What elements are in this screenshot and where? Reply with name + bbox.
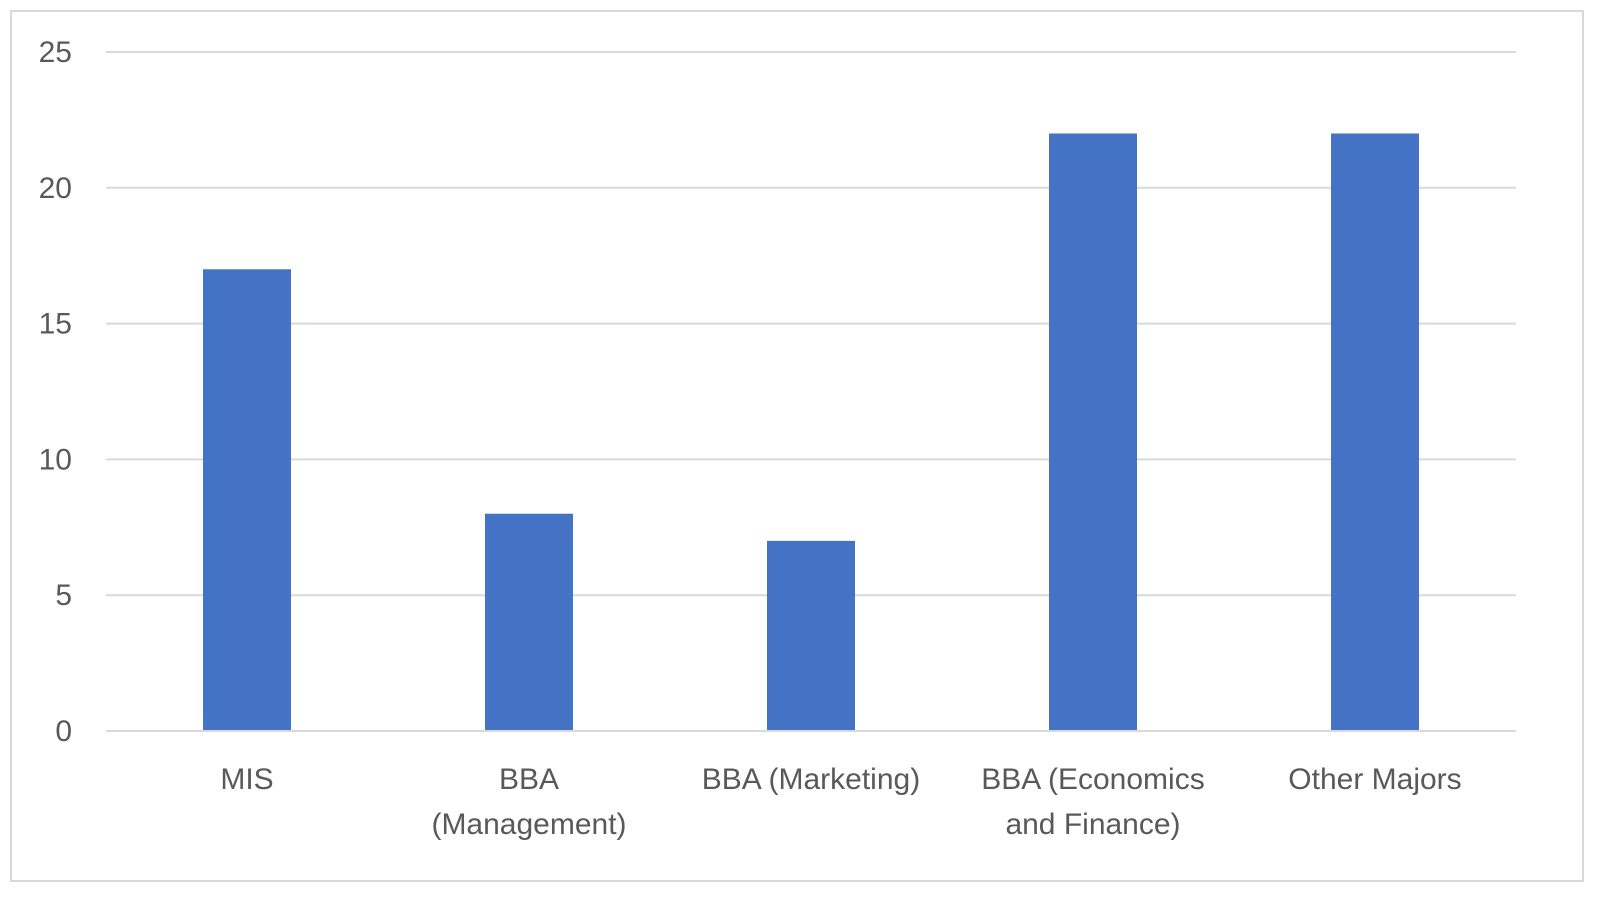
x-category-label: BBA (Management) [431,763,626,841]
y-tick-label: 25 [39,36,72,69]
y-tick-label: 0 [55,715,72,748]
bar [1049,133,1137,732]
x-category-label: MIS [220,763,273,796]
x-category-label-line: Other Majors [1288,763,1461,796]
x-category-label-line: BBA (Economics [981,763,1204,796]
x-category-label: BBA (Economics and Finance) [981,763,1204,841]
bar [485,513,573,731]
x-category-label-line: (Management) [431,808,626,841]
x-axis-category-labels: MIS BBA (Management) BBA (Marketing) BBA (Ec… [220,763,1461,841]
x-category-label: Other Majors [1288,763,1461,796]
y-tick-label: 15 [39,308,72,341]
bar [767,540,855,731]
bar [203,269,291,731]
y-tick-label: 5 [55,579,72,612]
x-category-label-line: BBA (Marketing) [702,763,920,796]
gridlines [106,51,1516,597]
chart-frame: 0 5 10 15 20 25 MIS BBA (Management) BBA (Market… [10,10,1584,882]
x-category-label-line: BBA [499,763,559,796]
y-axis-tick-labels: 0 5 10 15 20 25 [39,36,72,748]
x-category-label-line: MIS [220,763,273,796]
y-tick-label: 10 [39,443,72,476]
x-category-label: BBA (Marketing) [702,763,920,796]
bar-chart: 0 5 10 15 20 25 MIS BBA (Management) BBA (Market… [39,36,1516,841]
bar [1331,133,1419,732]
x-category-label-line: and Finance) [1005,808,1180,841]
bars [203,133,1419,732]
y-tick-label: 20 [39,172,72,205]
